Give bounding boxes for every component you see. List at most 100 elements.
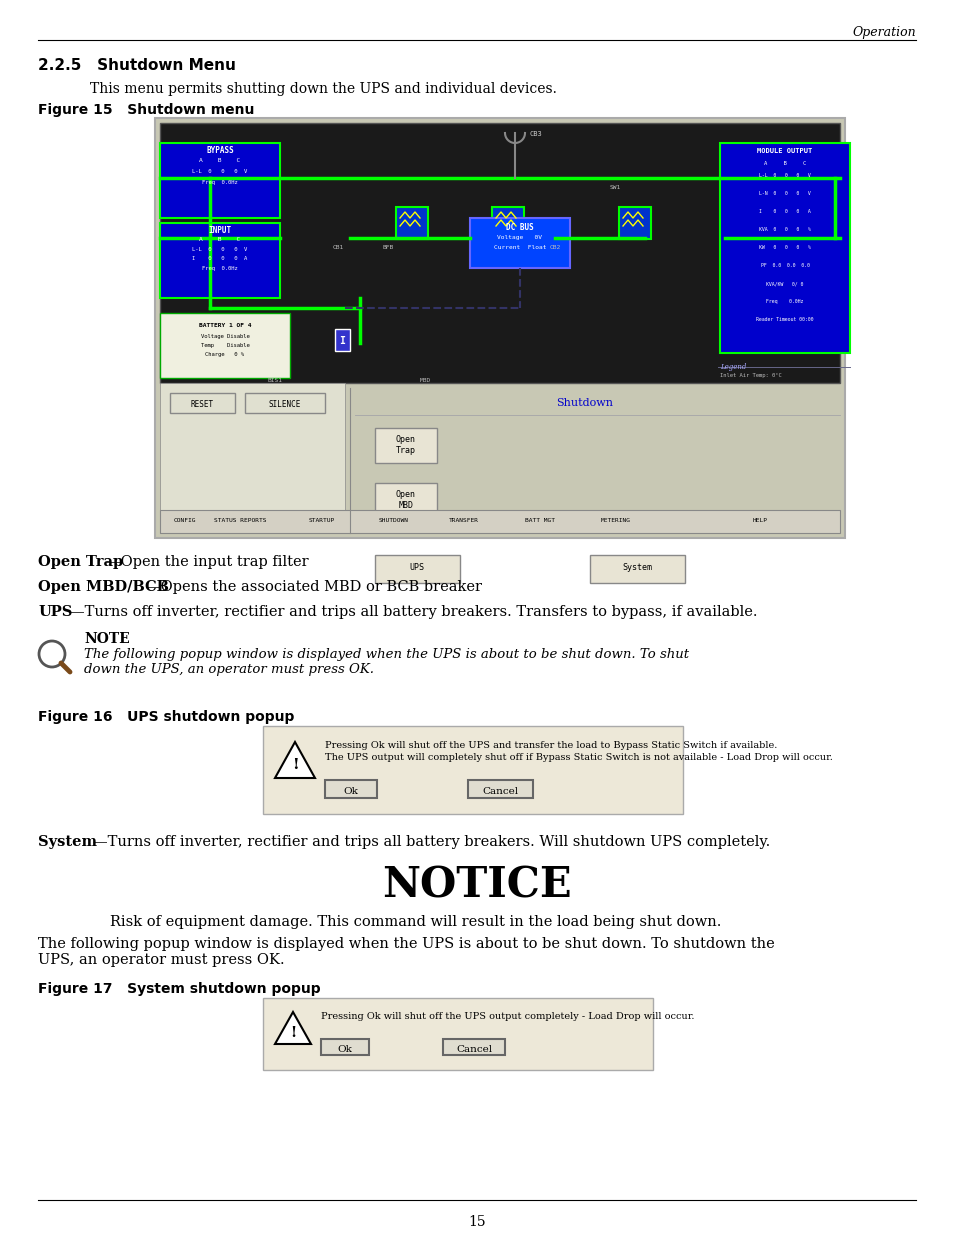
FancyBboxPatch shape xyxy=(375,429,436,463)
FancyBboxPatch shape xyxy=(320,1039,369,1055)
Text: UPS: UPS xyxy=(38,605,72,619)
Text: 15: 15 xyxy=(468,1215,485,1229)
Text: MBD: MBD xyxy=(419,378,430,383)
Text: Open MBD/BCB: Open MBD/BCB xyxy=(38,580,169,594)
Text: Freq    0.0Hz: Freq 0.0Hz xyxy=(765,299,802,304)
Text: SW1: SW1 xyxy=(609,185,620,190)
Text: RESET: RESET xyxy=(191,400,213,409)
Text: L-L  0   0   0  V: L-L 0 0 0 V xyxy=(193,169,248,174)
Text: KW   0   0   0   %: KW 0 0 0 % xyxy=(759,245,810,249)
Text: Pressing Ok will shut off the UPS output completely - Load Drop will occur.: Pressing Ok will shut off the UPS output… xyxy=(320,1011,694,1021)
Text: Voltage   0V: Voltage 0V xyxy=(497,235,542,240)
FancyBboxPatch shape xyxy=(618,207,650,240)
FancyBboxPatch shape xyxy=(375,483,436,517)
Text: This menu permits shutting down the UPS and individual devices.: This menu permits shutting down the UPS … xyxy=(90,82,557,96)
Text: 2.2.5   Shutdown Menu: 2.2.5 Shutdown Menu xyxy=(38,58,235,73)
Text: Reader Timeout 00:00: Reader Timeout 00:00 xyxy=(756,317,813,322)
Text: L-L  0   0   0  V: L-L 0 0 0 V xyxy=(193,247,248,252)
Text: I: I xyxy=(338,336,345,346)
FancyBboxPatch shape xyxy=(335,329,350,351)
Text: —Turns off inverter, rectifier and trips all battery breakers. Transfers to bypa: —Turns off inverter, rectifier and trips… xyxy=(70,605,757,619)
FancyBboxPatch shape xyxy=(154,119,844,538)
FancyBboxPatch shape xyxy=(589,555,684,583)
FancyBboxPatch shape xyxy=(325,781,376,798)
Text: Temp    Disable: Temp Disable xyxy=(200,343,249,348)
FancyBboxPatch shape xyxy=(160,124,840,383)
Text: —Turns off inverter, rectifier and trips all battery breakers. Will shutdown UPS: —Turns off inverter, rectifier and trips… xyxy=(92,835,769,848)
Text: Cancel: Cancel xyxy=(456,1045,492,1053)
FancyBboxPatch shape xyxy=(170,393,234,412)
Text: CB2: CB2 xyxy=(549,245,560,249)
Text: BYPASS: BYPASS xyxy=(206,146,233,156)
Text: Trap: Trap xyxy=(395,446,416,454)
Text: MBD: MBD xyxy=(398,501,413,510)
Text: Figure 15   Shutdown menu: Figure 15 Shutdown menu xyxy=(38,103,254,117)
FancyBboxPatch shape xyxy=(395,207,428,240)
Text: CB3: CB3 xyxy=(530,131,542,137)
Text: Freq  0.0Hz: Freq 0.0Hz xyxy=(202,266,237,270)
FancyBboxPatch shape xyxy=(160,510,840,534)
Text: L-N  0   0   0   V: L-N 0 0 0 V xyxy=(759,191,810,196)
Text: INPUT: INPUT xyxy=(208,226,232,235)
Text: —Open the input trap filter: —Open the input trap filter xyxy=(106,555,309,569)
Text: CB1: CB1 xyxy=(332,245,343,249)
Text: Current  Float: Current Float xyxy=(494,245,546,249)
FancyBboxPatch shape xyxy=(720,143,849,353)
Text: The UPS output will completely shut off if Bypass Static Switch is not available: The UPS output will completely shut off … xyxy=(325,753,832,762)
Text: Risk of equipment damage. This command will result in the load being shut down.: Risk of equipment damage. This command w… xyxy=(110,915,720,929)
FancyBboxPatch shape xyxy=(375,555,459,583)
Text: METERING: METERING xyxy=(600,519,630,524)
Text: DC BUS: DC BUS xyxy=(506,224,534,232)
Text: !: ! xyxy=(290,1026,295,1040)
Text: NOTE: NOTE xyxy=(84,632,130,646)
FancyBboxPatch shape xyxy=(245,393,325,412)
Text: Ok: Ok xyxy=(343,787,358,797)
FancyBboxPatch shape xyxy=(160,383,345,534)
Text: A    B    C: A B C xyxy=(199,158,240,163)
Text: TRANSFER: TRANSFER xyxy=(449,519,478,524)
Text: CONFIG: CONFIG xyxy=(173,519,196,524)
Text: BATT MGT: BATT MGT xyxy=(524,519,555,524)
Text: System: System xyxy=(621,563,651,572)
Text: UPS: UPS xyxy=(409,563,424,572)
Text: PF  0.0  0.0  0.0: PF 0.0 0.0 0.0 xyxy=(760,263,808,268)
Text: System: System xyxy=(38,835,97,848)
FancyBboxPatch shape xyxy=(263,726,682,814)
Text: MODULE OUTPUT: MODULE OUTPUT xyxy=(757,148,812,154)
Text: L-L  0   0   0   V: L-L 0 0 0 V xyxy=(759,173,810,178)
FancyBboxPatch shape xyxy=(263,998,652,1070)
Text: Open Trap: Open Trap xyxy=(38,555,123,569)
Text: The following popup window is displayed when the UPS is about to be shut down. T: The following popup window is displayed … xyxy=(38,937,774,951)
Polygon shape xyxy=(274,1011,311,1044)
Text: KVA  0   0   0   %: KVA 0 0 0 % xyxy=(759,227,810,232)
Text: NOTICE: NOTICE xyxy=(382,864,571,906)
FancyBboxPatch shape xyxy=(160,143,280,219)
Text: Open: Open xyxy=(395,435,416,445)
FancyBboxPatch shape xyxy=(492,207,523,240)
FancyBboxPatch shape xyxy=(470,219,569,268)
FancyBboxPatch shape xyxy=(160,312,290,378)
Text: STARTUP: STARTUP xyxy=(309,519,335,524)
Text: Legend: Legend xyxy=(720,363,745,370)
Text: Voltage Disable: Voltage Disable xyxy=(200,333,249,338)
Text: HELP: HELP xyxy=(752,519,767,524)
FancyBboxPatch shape xyxy=(442,1039,504,1055)
Text: BATTERY 1 OF 4: BATTERY 1 OF 4 xyxy=(198,324,251,329)
Text: Charge   0 %: Charge 0 % xyxy=(205,352,244,357)
Text: Figure 16   UPS shutdown popup: Figure 16 UPS shutdown popup xyxy=(38,710,294,724)
Text: BIS1: BIS1 xyxy=(267,378,282,383)
Text: SILENCE: SILENCE xyxy=(269,400,301,409)
Text: Shutdown: Shutdown xyxy=(556,398,613,408)
Text: Inlet Air Temp: 0°C: Inlet Air Temp: 0°C xyxy=(720,373,781,378)
Text: UPS, an operator must press OK.: UPS, an operator must press OK. xyxy=(38,953,284,967)
Text: STATUS REPORTS: STATUS REPORTS xyxy=(213,519,266,524)
Text: BFB: BFB xyxy=(382,245,394,249)
Text: A    B    C: A B C xyxy=(199,237,240,242)
Text: Ok: Ok xyxy=(337,1045,352,1053)
Text: Operation: Operation xyxy=(851,26,915,40)
FancyBboxPatch shape xyxy=(160,224,280,298)
Text: Cancel: Cancel xyxy=(481,787,517,797)
FancyBboxPatch shape xyxy=(468,781,533,798)
Text: KVA/KW   0/ 0: KVA/KW 0/ 0 xyxy=(765,282,802,287)
Polygon shape xyxy=(274,742,314,778)
